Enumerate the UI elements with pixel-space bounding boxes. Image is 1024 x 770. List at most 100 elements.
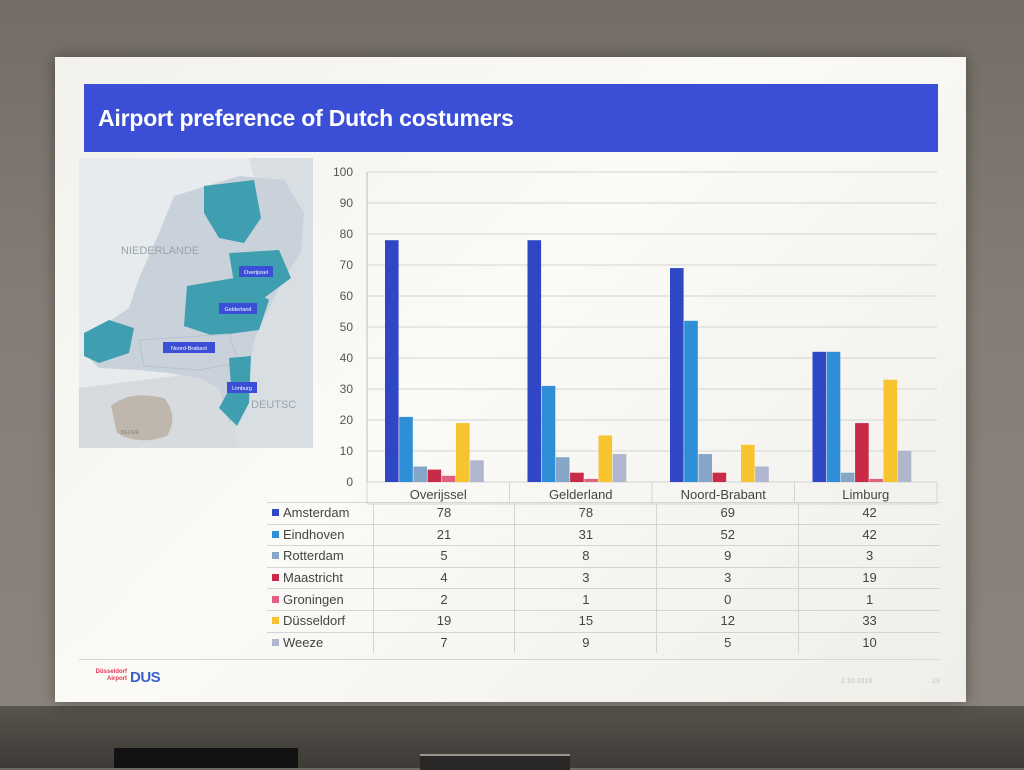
table-cell: 3 [656,566,799,589]
footer-divider [79,659,939,660]
y-tick-label: 40 [340,351,354,365]
map-label-belgium: BELGIË [121,429,140,436]
y-tick-label: 30 [340,382,354,396]
table-cell: 42 [798,502,940,525]
legend-swatch [272,574,279,582]
y-tick-label: 60 [340,289,354,303]
table-row: Eindhoven 21 31 52 42 [267,523,940,546]
category-label: Limburg [842,487,889,502]
y-tick-label: 10 [340,444,354,458]
table-cell: 1 [798,588,940,611]
bar-amsterdam-2 [670,268,684,482]
bar-maastricht-1 [570,472,584,482]
legend-swatch [272,509,279,517]
legend-label: Düsseldorf [283,613,346,629]
bar-groningen-0 [441,475,456,482]
bar-chart: 0 10 20 30 40 50 60 70 80 90 100 Overijssel Gelderla… [333,165,938,505]
legend-label: Amsterdam [283,505,350,521]
footer-page-number: 23 [932,678,940,685]
table-cell: 8 [514,545,657,568]
bar-groningen-3 [869,478,883,482]
bar-weeze-2 [755,466,769,482]
map-tag-noord-brabant-bg [163,342,215,353]
bar-d-sseldorf-1 [598,435,613,482]
legend-label: Eindhoven [283,526,345,542]
table-cell: 4 [372,566,515,589]
category-label: Gelderland [549,487,613,502]
y-tick-label: 80 [340,227,354,241]
belgium-highlight [111,395,173,441]
bar-eindhoven-3 [826,351,841,482]
table-cell: 15 [514,609,657,633]
legend-swatch [272,530,279,538]
table-cell: 78 [372,502,515,525]
bar-d-sseldorf-2 [741,444,755,482]
table-cell: 10 [798,631,940,654]
bar-eindhoven-2 [684,320,698,482]
y-tick-label: 90 [340,196,354,210]
zeeland-shape [84,320,134,363]
bar-d-sseldorf-3 [883,379,898,482]
legend-entry: Groningen [267,588,374,611]
table-cell: 1 [514,588,657,611]
legend-label: Weeze [283,634,324,650]
table-cell: 69 [656,502,799,525]
bar-weeze-0 [470,460,484,482]
table-cell: 0 [656,588,799,611]
y-tick-label: 20 [340,413,354,427]
map-graphic: NIEDERLANDE DEUTSC BELGIË Overijssel Gel… [79,158,313,448]
footer-date: 2.10.2018 [841,678,873,685]
bar-rotterdam-3 [840,472,855,482]
title-bar: Airport preference of Dutch costumers [84,84,938,152]
table-cell: 52 [656,523,799,546]
table-cell: 21 [372,523,515,546]
legend-entry: Düsseldorf [267,609,374,633]
projector-device [420,754,570,770]
logo-line-1: Düsseldorf [95,669,127,675]
table-cell: 5 [656,631,799,654]
legend-swatch [272,638,279,646]
table-cell: 7 [372,631,515,654]
dus-logo: DUS [130,669,161,686]
legend-entry: Amsterdam [267,502,374,525]
bar-amsterdam-1 [527,240,542,482]
logo-line-2: Airport [107,676,127,682]
bar-d-sseldorf-0 [456,423,470,482]
table-cell: 33 [798,609,940,633]
y-tick-label: 100 [333,165,353,179]
map-tag-gelderland-bg [219,303,257,314]
legend-swatch [272,552,279,560]
table-cell: 78 [514,502,657,525]
bar-weeze-3 [897,451,912,482]
table-row: Rotterdam 5 8 9 3 [267,545,940,568]
floor-object [114,748,298,768]
data-table: Amsterdam 78 78 69 42 Eindhoven 21 31 52 42 Rotter… [267,502,940,654]
bar-eindhoven-0 [399,416,413,482]
map-tag-noord-brabant: Noord-Brabant [171,346,208,352]
bar-maastricht-2 [712,472,727,482]
table-cell: 5 [372,545,515,568]
bar-maastricht-3 [855,423,869,482]
bar-eindhoven-1 [541,385,556,482]
map-label-neighbor: DEUTSC [251,399,296,411]
map-label-country: NIEDERLANDE [121,245,199,257]
presentation-slide: Airport preference of Dutch costumers NI… [55,57,966,702]
table-cell: 42 [798,523,940,546]
legend-label: Groningen [283,591,344,607]
table-row: Düsseldorf 19 15 12 33 [267,609,940,633]
bar-rotterdam-0 [413,466,427,482]
table-cell: 3 [798,545,940,568]
y-tick-label: 50 [340,320,354,334]
legend-entry: Weeze [267,631,374,654]
legend-label: Rotterdam [283,548,344,564]
category-label: Noord-Brabant [681,487,767,502]
bar-rotterdam-2 [698,454,712,482]
table-row: Amsterdam 78 78 69 42 [267,502,940,525]
legend-swatch [272,595,279,603]
bar-amsterdam-0 [385,240,399,482]
bar-groningen-1 [584,478,598,482]
category-label: Overijssel [410,487,467,502]
bar-weeze-1 [612,454,627,482]
table-cell: 31 [514,523,657,546]
map-tag-gelderland: Gelderland [225,307,252,313]
